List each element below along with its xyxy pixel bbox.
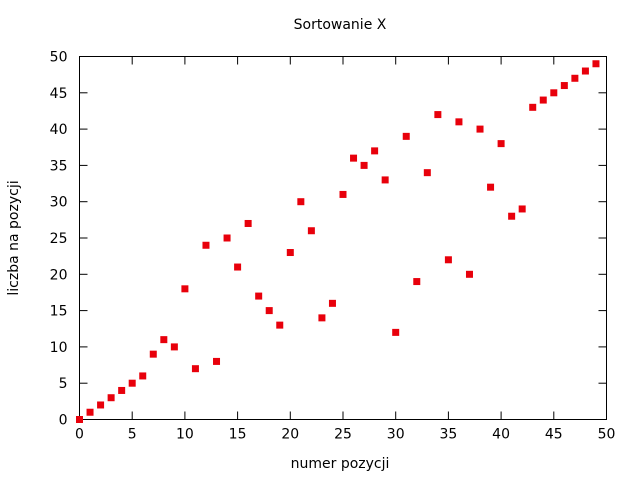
data-point [423, 169, 431, 177]
data-point [465, 270, 473, 278]
x-tick-label: 25 [334, 427, 352, 443]
x-tick-label: 0 [75, 427, 84, 443]
data-point [413, 278, 421, 286]
data-point [592, 60, 600, 68]
data-point [118, 386, 126, 394]
data-point [265, 307, 273, 315]
data-point [581, 67, 589, 75]
plot-frame [79, 56, 607, 420]
data-point [455, 118, 463, 126]
axis-ticks [79, 56, 607, 420]
data-point [76, 416, 83, 423]
data-point [571, 74, 579, 82]
data-point [381, 176, 389, 184]
data-points [76, 60, 600, 423]
data-point [402, 132, 410, 140]
data-point [497, 140, 505, 148]
x-tick-label: 15 [229, 427, 247, 443]
data-point [560, 82, 568, 90]
data-point [307, 227, 315, 235]
data-point [107, 394, 115, 402]
x-axis-label: numer pozycji [290, 456, 390, 472]
data-point [213, 357, 221, 365]
data-point [297, 198, 305, 206]
x-tick-label: 10 [176, 427, 194, 443]
data-point [202, 241, 210, 249]
x-tick-label: 20 [281, 427, 299, 443]
axis-tick-labels: 0 5 10 15 20 25 30 35 40 45 50 0 5 10 15 20 25 30 35 40 45 50 [50, 50, 616, 443]
data-point [371, 147, 379, 155]
y-tick-label: 5 [59, 376, 68, 392]
data-point [518, 205, 526, 213]
data-point [244, 219, 252, 227]
x-tick-label: 30 [387, 427, 405, 443]
data-point [286, 249, 294, 257]
y-tick-label: 0 [59, 413, 68, 429]
y-tick-label: 40 [50, 122, 68, 138]
data-point [170, 343, 178, 351]
x-tick-label: 50 [598, 427, 616, 443]
data-point [476, 125, 484, 133]
data-point [360, 161, 368, 169]
x-tick-label: 5 [128, 427, 137, 443]
data-point [487, 183, 495, 191]
y-tick-label: 50 [50, 50, 68, 66]
data-point [339, 190, 347, 198]
y-tick-label: 15 [50, 304, 68, 320]
data-point [223, 234, 231, 242]
data-point [149, 350, 157, 358]
data-point [86, 408, 94, 416]
data-point [434, 111, 442, 119]
data-point [328, 299, 336, 307]
x-tick-label: 40 [492, 427, 510, 443]
data-point [139, 372, 147, 380]
chart-title: Sortowanie X [293, 17, 387, 33]
data-point [318, 314, 326, 322]
y-tick-label: 45 [50, 86, 68, 102]
data-point [508, 212, 516, 220]
y-tick-label: 25 [50, 231, 68, 247]
y-tick-label: 35 [50, 158, 68, 174]
y-tick-label: 30 [50, 195, 68, 211]
data-point [191, 365, 199, 373]
data-point [255, 292, 263, 300]
data-point [539, 96, 547, 104]
data-point [529, 103, 537, 111]
data-point [97, 401, 105, 409]
x-tick-label: 45 [545, 427, 563, 443]
data-point [276, 321, 284, 329]
data-point [128, 379, 136, 387]
data-point [350, 154, 358, 162]
y-tick-label: 10 [50, 340, 68, 356]
x-tick-label: 35 [439, 427, 457, 443]
data-point [234, 263, 242, 271]
data-point [181, 285, 189, 293]
data-point [160, 336, 168, 344]
data-point [392, 328, 400, 336]
data-point [550, 89, 558, 97]
y-tick-label: 20 [50, 267, 68, 283]
data-point [444, 256, 452, 264]
